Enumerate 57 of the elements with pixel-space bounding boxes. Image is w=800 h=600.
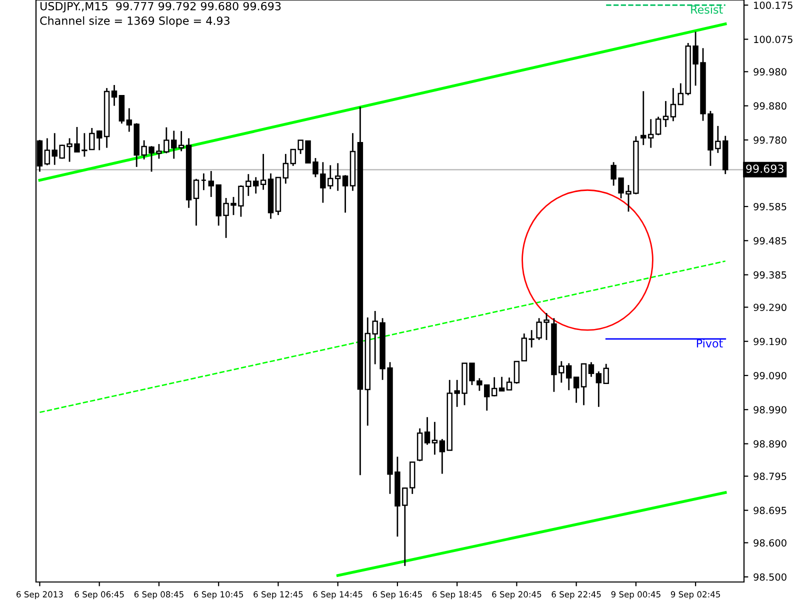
y-tick-label: 98.600 [754,539,786,547]
candlestick [334,162,341,192]
y-tick-label: 99.190 [754,338,786,346]
candlestick [44,138,50,166]
series-label: Pivot [696,338,723,348]
candlestick [282,153,289,184]
candlestick [514,360,520,384]
candlestick [573,376,580,404]
y-tick-label: 99.780 [754,136,786,144]
candlestick [260,153,266,190]
y-tick-label: 99.980 [754,68,786,76]
y-tick-label: 99.880 [754,102,786,110]
y-tick-label: 99.385 [754,271,786,279]
candlestick [662,100,669,128]
y-tick-label: 98.500 [754,573,786,581]
candlestick [506,376,512,391]
y-tick-label: 98.990 [754,406,786,414]
x-tick-label: 6 Sep 06:45 [74,591,124,600]
y-tick-label: 99.090 [754,372,786,380]
y-tick-label: 99.585 [754,202,786,210]
x-tick-label: 6 Sep 18:45 [432,591,482,600]
x-tick-label: 6 Sep 20:45 [492,591,542,600]
candlestick [670,87,676,122]
candlestick [432,421,438,456]
candlestick [603,363,609,384]
y-tick-label: 100.175 [754,2,792,9]
x-tick-label: 6 Sep 2013 [16,591,63,600]
candlestick [588,361,594,378]
candlestick [596,370,602,408]
annotation: Channel size = 1369 Slope = 4.93 [40,16,230,28]
candlestick [193,178,200,226]
chart-title: USDJPY.,M15 99.777 99.792 99.680 99.693 [40,2,281,12]
x-tick-label: 6 Sep 12:45 [254,591,303,600]
x-tick-label: 6 Sep 16:45 [372,591,422,600]
y-tick-label: 98.695 [754,506,786,514]
y-tick-label: 99.290 [754,304,786,312]
candlestick [491,376,498,397]
y-tick-label: 100.075 [754,36,792,44]
y-tick-label: 98.795 [754,472,786,480]
candlestick [498,376,505,392]
x-tick-label: 6 Sep 14:45 [313,591,362,600]
candlestick [178,130,184,152]
series-label: Resist [691,5,723,14]
candlestick [111,84,118,107]
x-tick-label: 6 Sep 22:45 [552,591,601,600]
candlestick [424,416,430,446]
y-tick-label: 99.485 [754,237,786,244]
candlestick [439,438,446,474]
x-tick-label: 6 Sep 08:45 [134,591,184,600]
x-tick-label: 9 Sep 00:45 [611,591,660,600]
ref-line-label: 99.693 [746,164,784,173]
x-tick-label: 9 Sep 02:45 [670,591,720,600]
candlestick [580,363,587,406]
candlestick [655,116,662,136]
y-tick-label: 98.890 [754,440,786,448]
candlestick [342,174,348,214]
x-tick-label: 6 Sep 10:45 [194,591,244,600]
